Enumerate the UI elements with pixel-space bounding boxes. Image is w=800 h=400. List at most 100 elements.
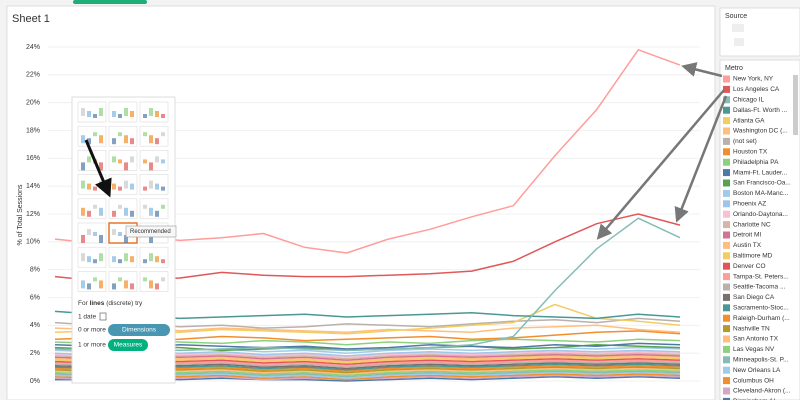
chart-type-thumb[interactable] [139, 246, 169, 268]
legend-label[interactable]: Denver CO [733, 263, 766, 270]
legend-swatch[interactable] [723, 148, 730, 156]
legend-label[interactable]: Atlanta GA [733, 117, 765, 124]
chart-type-thumb[interactable] [77, 101, 107, 123]
legend-label[interactable]: (not set) [733, 138, 757, 145]
chart-type-thumb[interactable] [139, 101, 169, 123]
legend-swatch[interactable] [723, 345, 730, 353]
legend-label[interactable]: Raleigh-Durham (... [733, 315, 790, 322]
legend-swatch[interactable] [723, 304, 730, 312]
legend-label[interactable]: New Orleans LA [733, 367, 781, 374]
chart-type-option[interactable] [139, 198, 169, 220]
legend-swatch[interactable] [723, 325, 730, 333]
scrollbar[interactable] [793, 75, 798, 135]
legend-swatch[interactable] [723, 335, 730, 343]
thumb-glyph [143, 114, 147, 118]
thumb-glyph [81, 235, 85, 243]
chart-type-option[interactable] [108, 150, 138, 171]
legend-swatch[interactable] [723, 200, 730, 208]
chart-type-thumb[interactable] [108, 150, 138, 171]
legend-swatch[interactable] [723, 96, 730, 104]
legend-swatch[interactable] [723, 231, 730, 239]
legend-swatch[interactable] [723, 106, 730, 114]
chart-type-thumb[interactable] [139, 125, 169, 147]
legend-label[interactable]: Washington DC (... [733, 128, 788, 135]
source-filter[interactable] [734, 38, 744, 46]
legend-swatch[interactable] [723, 356, 730, 364]
legend-label[interactable]: Baltimore MD [733, 253, 773, 260]
legend-label[interactable]: Houston TX [733, 149, 768, 156]
legend-label[interactable]: Charlotte NC [733, 221, 771, 228]
legend-label[interactable]: Birmingham AL [733, 398, 777, 400]
legend-label[interactable]: Miami-Ft. Lauder... [733, 169, 787, 176]
chart-type-option[interactable] [108, 101, 138, 123]
chart-type-option[interactable] [108, 271, 138, 292]
legend-swatch[interactable] [723, 127, 730, 135]
legend-label[interactable]: San Diego CA [733, 294, 775, 301]
legend-label[interactable]: Boston MA-Manc... [733, 190, 788, 197]
legend-swatch[interactable] [723, 314, 730, 322]
legend-swatch[interactable] [723, 273, 730, 281]
legend-swatch[interactable] [723, 137, 730, 145]
legend-label[interactable]: Chicago IL [733, 97, 764, 104]
chart-type-thumb[interactable] [77, 246, 107, 268]
chart-type-option[interactable] [139, 125, 169, 147]
legend-label[interactable]: Philadelphia PA [733, 159, 779, 166]
legend-swatch[interactable] [723, 75, 730, 83]
chart-type-option[interactable] [139, 174, 169, 195]
legend-label[interactable]: Phoenix AZ [733, 201, 766, 208]
legend-label[interactable]: Orlando-Daytona... [733, 211, 788, 218]
legend-swatch[interactable] [723, 252, 730, 260]
chart-type-option[interactable] [139, 150, 169, 171]
chart-type-option[interactable] [139, 271, 169, 292]
legend-swatch[interactable] [723, 179, 730, 187]
chart-type-option[interactable] [77, 101, 107, 123]
legend-label[interactable]: Los Angeles CA [733, 86, 780, 93]
legend-label[interactable]: Minneapolis-St. P... [733, 357, 789, 364]
chart-type-option[interactable] [77, 125, 107, 147]
legend-swatch[interactable] [723, 221, 730, 229]
legend-label[interactable]: New York, NY [733, 76, 774, 83]
legend-label[interactable]: San Francisco-Oa... [733, 180, 791, 187]
legend-swatch[interactable] [723, 85, 730, 93]
chart-type-option[interactable] [108, 246, 138, 268]
legend-label[interactable]: Austin TX [733, 242, 762, 249]
legend-label[interactable]: Columbus OH [733, 377, 774, 384]
legend-swatch[interactable] [723, 293, 730, 301]
source-filter[interactable] [732, 24, 744, 32]
chart-type-option[interactable] [77, 222, 107, 244]
chart-type-option[interactable] [77, 271, 107, 292]
chart-type-option[interactable] [108, 174, 138, 195]
legend-swatch[interactable] [723, 241, 730, 249]
legend-swatch[interactable] [723, 117, 730, 125]
chart-type-thumb[interactable] [139, 174, 169, 195]
legend-label[interactable]: Cleveland-Akron (... [733, 388, 791, 395]
legend-label[interactable]: Dallas-Ft. Worth ... [733, 107, 787, 114]
legend-label[interactable]: San Antonio TX [733, 336, 779, 343]
chart-type-option[interactable] [108, 198, 138, 220]
chart-type-thumb[interactable] [139, 271, 169, 292]
legend-swatch[interactable] [723, 158, 730, 166]
legend-label[interactable]: Detroit MI [733, 232, 761, 239]
legend-swatch[interactable] [723, 189, 730, 197]
chart-type-thumb[interactable] [139, 150, 169, 171]
chart-type-option[interactable] [139, 101, 169, 123]
legend-swatch[interactable] [723, 283, 730, 291]
chart-type-option[interactable] [108, 125, 138, 147]
legend-label[interactable]: Las Vegas NV [733, 346, 775, 353]
legend-swatch[interactable] [723, 366, 730, 374]
legend-swatch[interactable] [723, 397, 730, 400]
legend-swatch[interactable] [723, 387, 730, 395]
chart-type-thumb[interactable] [139, 198, 169, 220]
chart-type-option[interactable] [77, 246, 107, 268]
legend-swatch[interactable] [723, 377, 730, 385]
legend-label[interactable]: Seattle-Tacoma ... [733, 284, 786, 291]
legend-label[interactable]: Sacramento-Stoc... [733, 305, 789, 312]
legend-swatch[interactable] [723, 262, 730, 270]
legend-swatch[interactable] [723, 169, 730, 177]
legend-swatch[interactable] [723, 210, 730, 218]
chart-type-option[interactable] [139, 246, 169, 268]
chart-type-option[interactable] [77, 198, 107, 220]
toolbar-tab[interactable] [73, 0, 147, 4]
legend-label[interactable]: Tampa-St. Peters... [733, 273, 789, 280]
legend-label[interactable]: Nashville TN [733, 325, 770, 332]
